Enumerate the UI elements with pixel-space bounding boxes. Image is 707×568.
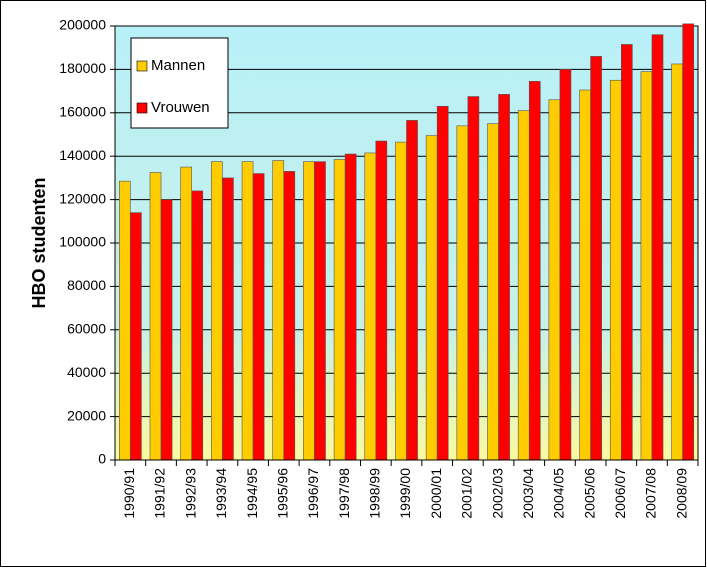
bar	[241, 161, 254, 461]
x-tick-label: 1999/00	[397, 468, 413, 519]
bar	[559, 69, 572, 461]
x-tick-label: 1991/92	[152, 468, 168, 519]
x-tick-label: 2007/08	[643, 468, 659, 519]
bar	[487, 123, 499, 461]
bar	[333, 159, 346, 461]
y-tick-label: 0	[98, 451, 106, 467]
legend-swatch	[136, 102, 148, 114]
bar	[222, 177, 234, 461]
bar	[130, 212, 142, 461]
y-tick-label: 180000	[59, 60, 106, 76]
bar	[548, 99, 561, 461]
bar	[375, 140, 388, 461]
y-tick-label: 160000	[59, 104, 106, 120]
legend-swatch	[136, 60, 148, 72]
x-tick-label: 1994/95	[244, 468, 260, 519]
bar	[314, 161, 326, 461]
bar	[651, 34, 664, 461]
bar	[467, 96, 480, 461]
x-tick-label: 1998/99	[367, 468, 383, 519]
x-tick-label: 2008/09	[673, 468, 689, 519]
y-tick-label: 40000	[67, 364, 106, 380]
bar	[191, 190, 204, 461]
x-tick-label: 1997/98	[336, 468, 352, 519]
bar	[344, 153, 357, 461]
bar	[671, 63, 683, 461]
x-tick-label: 2001/02	[459, 468, 475, 519]
bar	[517, 110, 530, 461]
x-tick-label: 1990/91	[121, 468, 137, 519]
y-tick-label: 140000	[59, 147, 106, 163]
bar	[682, 23, 695, 461]
bar	[590, 56, 602, 461]
y-tick-label: 200000	[59, 17, 106, 33]
bar	[118, 180, 131, 461]
bar	[149, 172, 162, 461]
bar	[252, 173, 265, 461]
bar	[579, 89, 591, 461]
y-tick-label: 100000	[59, 234, 106, 250]
y-tick-label: 60000	[67, 321, 106, 337]
bar	[620, 44, 633, 461]
x-tick-label: 1996/97	[305, 468, 321, 519]
x-tick-label: 2003/04	[520, 468, 536, 519]
bar	[456, 125, 469, 461]
x-tick-label: 2000/01	[428, 468, 444, 519]
legend-label: Mannen	[151, 57, 205, 74]
bar	[283, 171, 296, 461]
bar	[528, 81, 541, 461]
bar	[211, 161, 223, 461]
bar	[406, 120, 418, 461]
x-tick-label: 2006/07	[612, 468, 628, 519]
x-tick-label: 2004/05	[551, 468, 567, 519]
y-tick-label: 80000	[67, 277, 106, 293]
bar	[609, 79, 622, 461]
x-tick-label: 2002/03	[489, 468, 505, 519]
x-tick-label: 1993/94	[213, 468, 229, 519]
bar	[436, 105, 449, 461]
x-tick-label: 1995/96	[274, 468, 290, 519]
bar	[303, 161, 315, 461]
legend-label: Vrouwen	[151, 99, 210, 116]
x-tick-label: 2005/06	[581, 468, 597, 519]
bar	[425, 135, 438, 461]
bar	[160, 199, 173, 461]
bar	[498, 94, 510, 461]
bar	[180, 166, 193, 461]
bar	[364, 152, 377, 461]
bar	[640, 71, 653, 461]
y-tick-label: 20000	[67, 407, 106, 423]
x-tick-label: 1992/93	[182, 468, 198, 519]
y-axis-label: HBO studenten	[29, 177, 49, 308]
y-tick-label: 120000	[59, 190, 106, 206]
bar	[272, 160, 285, 461]
bar	[395, 141, 407, 461]
